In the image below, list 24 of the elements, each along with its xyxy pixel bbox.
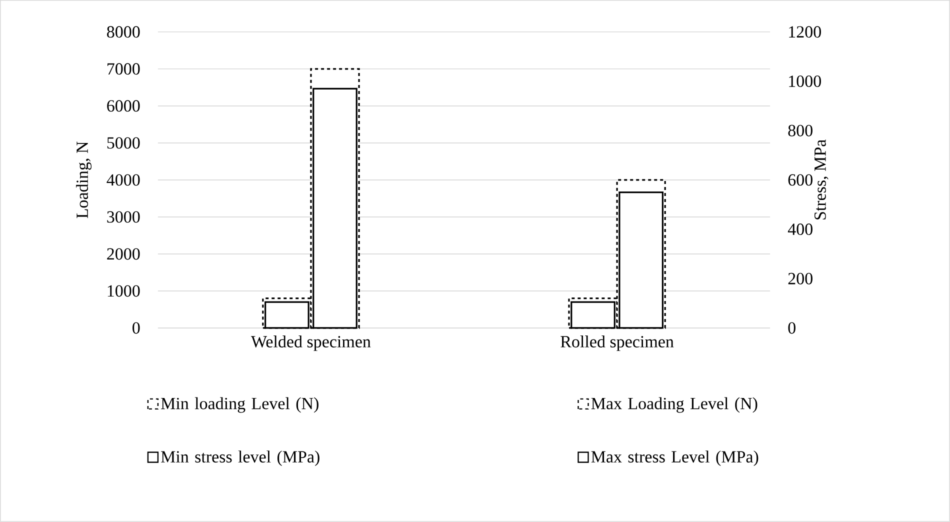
legend-label: Min stress level (MPa)	[161, 450, 320, 466]
y2-tick-label: 0	[788, 322, 796, 334]
legend-label: Max Loading Level (N)	[591, 397, 758, 413]
y2-tick-label: 800	[788, 124, 812, 136]
y-tick-label: 3000	[107, 211, 140, 223]
y-tick-label: 7000	[108, 63, 140, 75]
legend-label: Min loading Level (N)	[161, 397, 318, 413]
x-tick-label: Rolled specimen	[560, 336, 674, 351]
y-axis-title: Loading, N	[76, 142, 92, 218]
y-tick-label: 2000	[107, 248, 140, 260]
legend-label: Max stress Level (MPa)	[591, 450, 758, 466]
y2-tick-label: 1200	[789, 26, 821, 38]
y-tick-label: 5000	[107, 137, 140, 149]
y-tick-label: 4000	[106, 174, 140, 186]
y2-tick-label: 1000	[789, 76, 821, 88]
y2-tick-label: 400	[788, 224, 812, 236]
y-tick-label: 6000	[107, 100, 140, 112]
x-tick-label: Welded specimen	[251, 336, 371, 351]
y2-axis-title: Stress, MPa	[814, 140, 828, 220]
y2-tick-label: 600	[788, 174, 812, 186]
y-tick-label: 1000	[108, 285, 140, 297]
y2-tick-label: 200	[788, 272, 812, 284]
y-tick-label: 0	[132, 322, 140, 334]
y-tick-label: 8000	[107, 26, 140, 38]
